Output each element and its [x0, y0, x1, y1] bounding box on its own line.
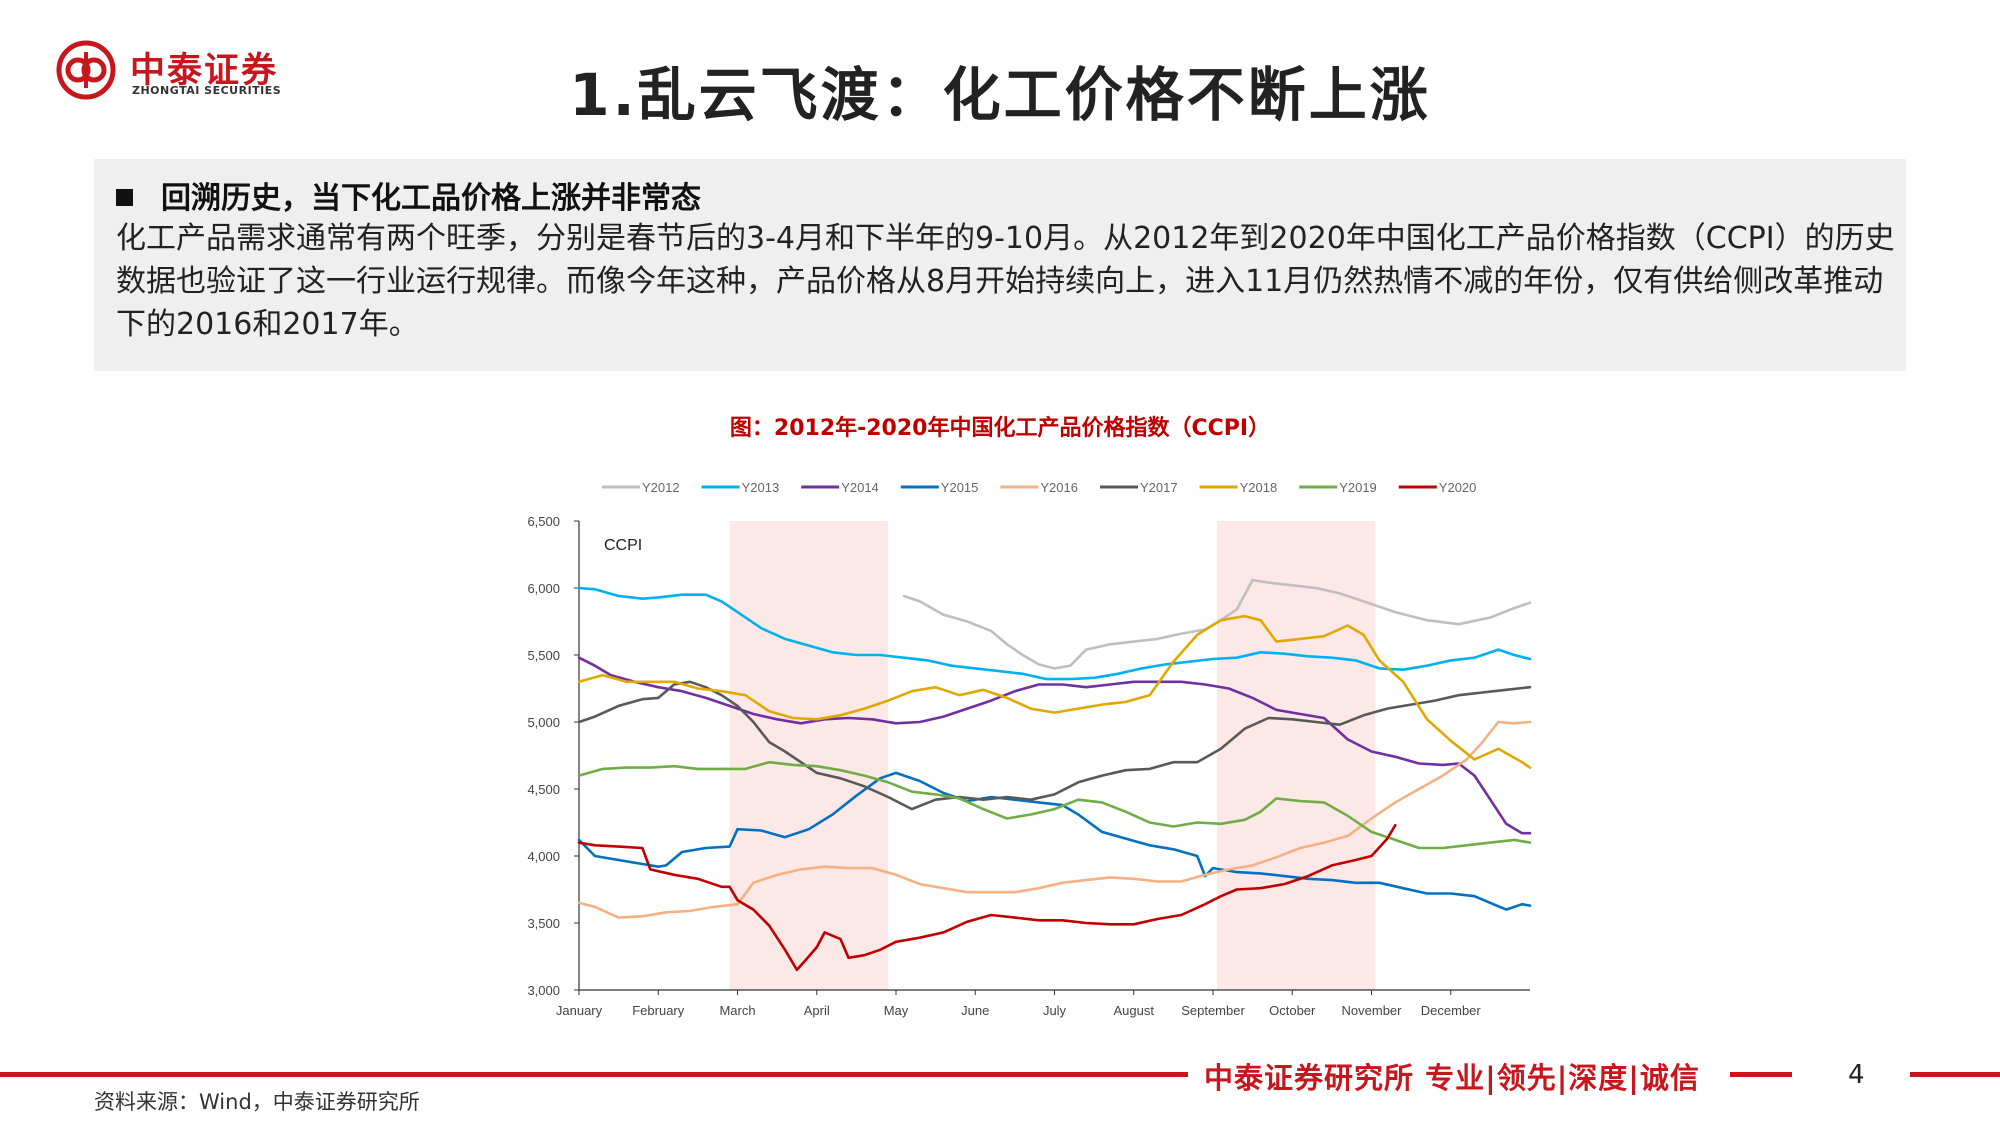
- footer-rule-mid: [1730, 1072, 1792, 1077]
- logo-name-en: ZHONGTAI SECURITIES: [132, 84, 282, 97]
- zhongtai-logo-icon: [56, 40, 116, 100]
- series-line-y2013: [577, 586, 1532, 681]
- footer-rule-right: [1910, 1072, 2000, 1077]
- x-tick-label: October: [1269, 1003, 1316, 1018]
- summary-body: 化工产品需求通常有两个旺季，分别是春节后的3-4月和下半年的9-10月。从201…: [116, 221, 1895, 342]
- legend-label: Y2017: [1140, 480, 1178, 495]
- summary-heading-text: 回溯历史，当下化工品价格上涨并非常态: [161, 181, 701, 216]
- legend-label: Y2018: [1240, 480, 1278, 495]
- x-tick-label: February: [632, 1003, 685, 1018]
- x-tick-label: December: [1421, 1003, 1482, 1018]
- legend-label: Y2014: [841, 480, 879, 495]
- x-tick-label: August: [1114, 1003, 1155, 1018]
- series-line-y2018: [577, 614, 1532, 769]
- x-tick-label: May: [884, 1003, 909, 1018]
- source-note: 资料来源：Wind，中泰证券研究所: [94, 1090, 420, 1114]
- y-tick-label: 4,000: [527, 849, 560, 864]
- series-line-y2019: [577, 760, 1532, 850]
- y-tick-label: 6,500: [527, 514, 560, 529]
- footer-rule-left: [0, 1072, 1188, 1077]
- legend-label: Y2015: [941, 480, 979, 495]
- shaded-band-1: [729, 521, 889, 990]
- x-tick-label: June: [961, 1003, 989, 1018]
- series-line-y2012: [902, 578, 1532, 670]
- summary-box: 回溯历史，当下化工品价格上涨并非常态 化工产品需求通常有两个旺季，分别是春节后的…: [94, 159, 1906, 371]
- series-line-y2014: [577, 656, 1532, 835]
- company-logo: 中泰证券 ZHONGTAI SECURITIES: [56, 40, 316, 104]
- x-tick-label: January: [556, 1003, 603, 1018]
- series-line-y2016: [577, 720, 1532, 919]
- x-tick-label: July: [1043, 1003, 1067, 1018]
- x-tick-label: September: [1181, 1003, 1245, 1018]
- y-tick-label: 4,500: [527, 782, 560, 797]
- x-tick-label: March: [719, 1003, 755, 1018]
- shaded-band-2: [1216, 521, 1376, 990]
- x-tick-label: April: [804, 1003, 830, 1018]
- legend-label: Y2020: [1439, 480, 1477, 495]
- logo-name-cn: 中泰证券: [130, 51, 279, 91]
- y-tick-label: 3,500: [527, 916, 560, 931]
- chart-inner-label: CCPI: [604, 537, 642, 554]
- y-tick-label: 5,000: [527, 715, 560, 730]
- footer-slogan: 中泰证券研究所 专业|领先|深度|诚信: [1204, 1061, 1700, 1095]
- legend-label: Y2013: [742, 480, 780, 495]
- legend-label: Y2019: [1339, 480, 1377, 495]
- x-tick-label: November: [1342, 1003, 1403, 1018]
- summary-heading: 回溯历史，当下化工品价格上涨并非常态: [116, 173, 701, 217]
- y-tick-label: 6,000: [527, 581, 560, 596]
- legend-label: Y2016: [1040, 480, 1078, 495]
- series-line-y2020: [577, 823, 1397, 972]
- series-line-y2017: [577, 680, 1532, 811]
- bullet-square-icon: [116, 189, 133, 206]
- y-tick-label: 3,000: [527, 983, 560, 998]
- y-tick-label: 5,500: [527, 648, 560, 663]
- legend-label: Y2012: [642, 480, 680, 495]
- page-title: 1.乱云飞渡：化工价格不断上涨: [569, 61, 1431, 129]
- page-number: 4: [1848, 1060, 1865, 1090]
- chart-title: 图：2012年-2020年中国化工产品价格指数（CCPI）: [729, 416, 1271, 441]
